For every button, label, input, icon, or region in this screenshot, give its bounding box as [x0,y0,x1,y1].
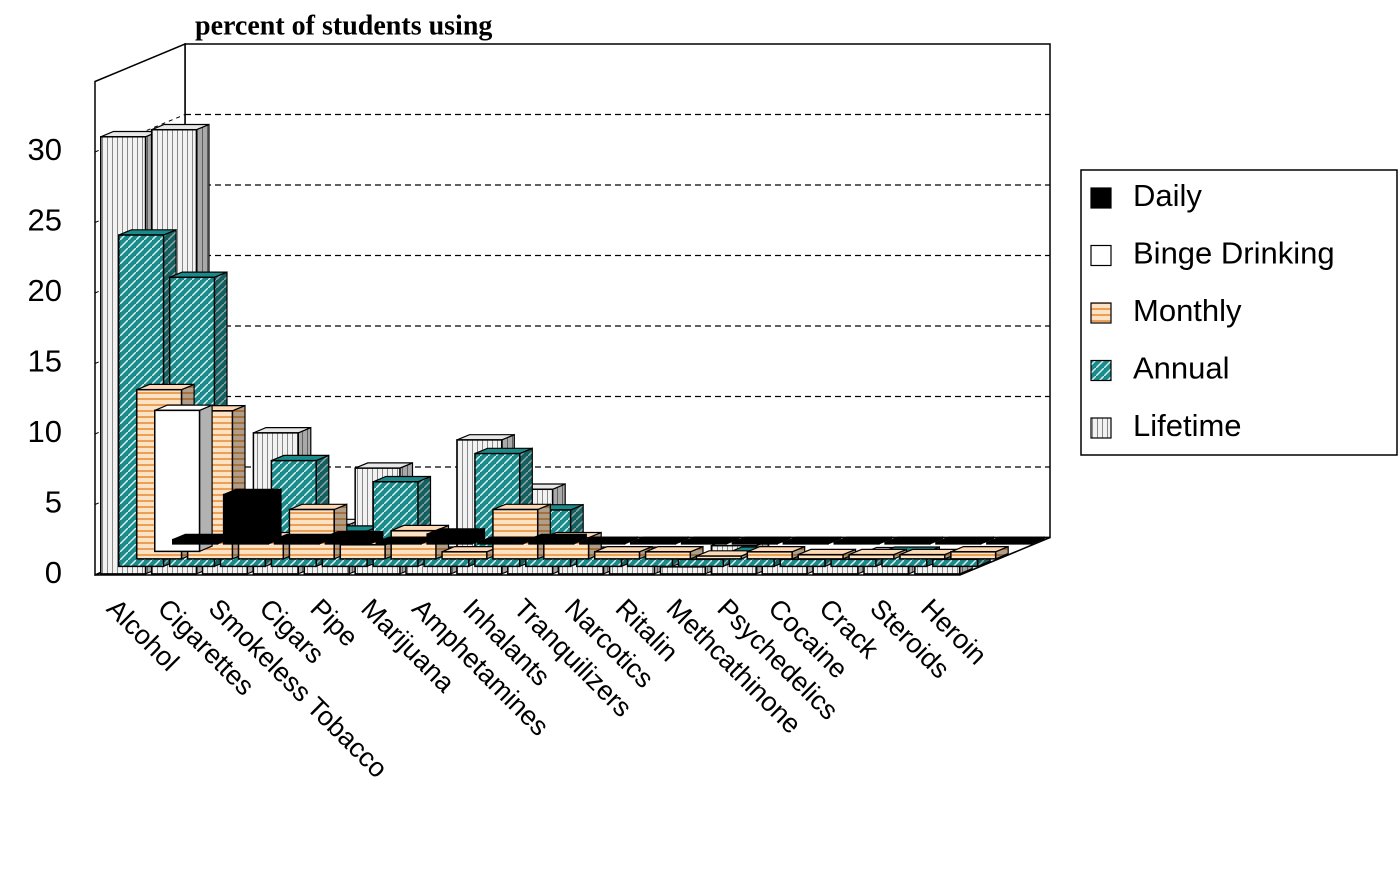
bar [441,545,500,560]
bar [935,536,995,545]
bar [579,536,638,545]
legend-swatch [1090,244,1112,267]
bar [273,533,333,545]
bar [528,533,587,545]
y-tick-label: 5 [45,485,62,520]
legend-swatch [1090,417,1112,439]
bar [746,545,806,560]
y-tick-label: 20 [28,273,62,308]
legend-swatch [1090,187,1112,209]
bar [492,503,551,560]
bar [797,548,857,560]
legend: Daily Binge Drinking Monthly Annual Lifetime [1080,169,1398,456]
y-tick-label: 10 [28,414,62,449]
bar [731,536,791,545]
legend-swatch [1090,302,1112,324]
bar [593,545,653,560]
bar [848,548,908,560]
bar [426,527,486,545]
bar [680,536,740,545]
bar [154,404,213,553]
legend-label: Daily [1133,178,1202,213]
legend-label: Annual [1133,351,1230,386]
legend-label: Lifetime [1133,408,1242,443]
chart-title: percent of students using [195,10,492,41]
bar [172,533,231,545]
legend-box [1080,169,1398,456]
y-tick-label: 30 [28,132,62,167]
bar [899,548,959,560]
bar [986,536,1045,545]
y-tick-label: 15 [28,344,62,379]
bar [629,536,689,545]
bar [324,530,384,545]
bar [222,488,282,545]
legend-swatch [1090,359,1112,382]
bar [884,536,944,545]
bar [782,536,842,545]
y-tick-label: 25 [28,203,62,238]
legend-label: Binge Drinking [1133,236,1335,271]
bar [950,545,1009,560]
legend-label: Monthly [1133,293,1242,328]
bar [644,545,704,560]
y-tick-label: 0 [45,555,62,590]
bar [833,536,893,545]
bar [695,549,755,560]
